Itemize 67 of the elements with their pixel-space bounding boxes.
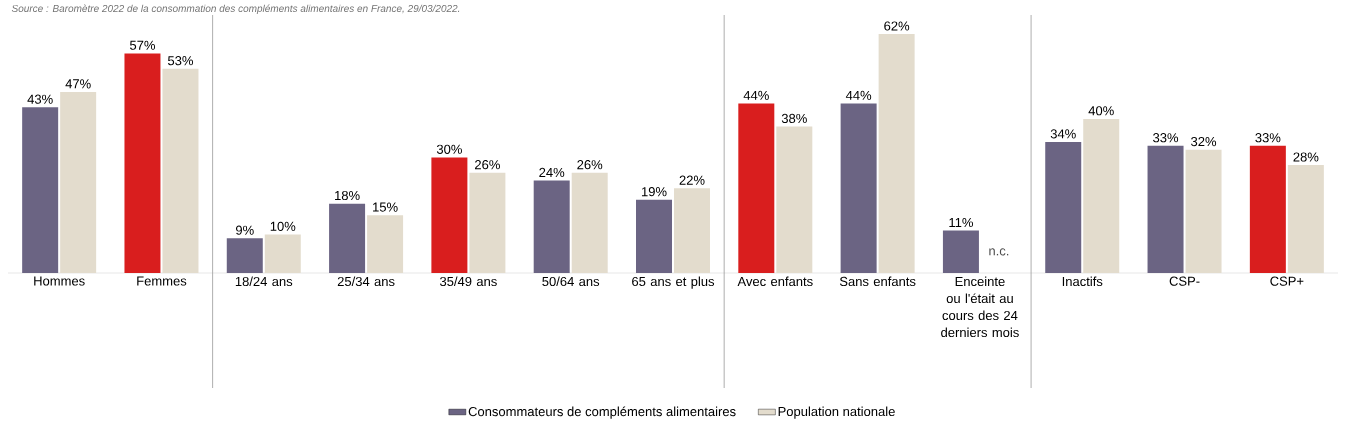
bar xyxy=(1083,118,1120,273)
x-tick-label: Inactifs xyxy=(1062,276,1103,287)
x-tick-label: Enceinte ou l'était au cours des 24 derniers mois xyxy=(941,276,1019,338)
x-tick-label: Avec enfants xyxy=(737,276,813,287)
data-label: 57% xyxy=(129,40,156,50)
bar xyxy=(469,172,506,273)
bar xyxy=(776,126,813,273)
data-label: 34% xyxy=(1050,129,1076,139)
data-label: 24% xyxy=(539,167,565,177)
x-tick-label: 18/24 ans xyxy=(235,276,293,287)
data-label: 15% xyxy=(373,202,398,212)
bar xyxy=(571,172,608,273)
bar xyxy=(942,230,979,273)
x-tick-label: Hommes xyxy=(34,276,85,286)
bar xyxy=(674,188,711,273)
bar xyxy=(1249,145,1286,273)
data-label: 33% xyxy=(1153,133,1179,143)
data-label: 11% xyxy=(949,217,973,228)
legend-label: Consommateurs de compléments alimentaires xyxy=(468,406,736,419)
text: n.c. xyxy=(989,248,1009,256)
bar xyxy=(60,91,97,273)
data-label: 43% xyxy=(27,94,53,104)
bar xyxy=(431,157,468,273)
data-label: 44% xyxy=(743,90,769,100)
x-tick-label: 35/49 ans xyxy=(439,276,497,287)
x-tick-label: CSP+ xyxy=(1270,276,1304,286)
x-tick-label: 50/64 ans xyxy=(542,276,600,287)
data-label: 22% xyxy=(679,175,705,185)
x-tick-label: 25/34 ans xyxy=(337,276,395,287)
bar xyxy=(636,199,673,273)
legend-label: Population nationale xyxy=(778,406,895,419)
data-label: 19% xyxy=(641,187,667,197)
data-label: 26% xyxy=(475,160,500,170)
data-label: 30% xyxy=(436,144,462,154)
bar xyxy=(264,234,301,273)
x-tick-label: 65 ans et plus xyxy=(632,276,715,289)
data-label: 32% xyxy=(1191,136,1217,147)
data-label: 28% xyxy=(1293,152,1319,162)
data-label: 18% xyxy=(335,190,360,201)
data-label: 10% xyxy=(270,221,296,231)
bar xyxy=(124,53,161,273)
bar xyxy=(329,203,366,273)
bar xyxy=(1147,145,1184,273)
data-label: 62% xyxy=(884,21,910,31)
bar xyxy=(1185,149,1222,273)
bar xyxy=(533,180,570,273)
data-label: 47% xyxy=(65,79,91,89)
bar xyxy=(1045,142,1082,273)
data-label: 53% xyxy=(167,56,194,66)
data-label: 26% xyxy=(577,160,603,170)
bar xyxy=(840,103,877,273)
bar xyxy=(878,34,915,273)
bar xyxy=(738,103,775,273)
bar xyxy=(367,215,404,273)
bar xyxy=(162,68,199,273)
data-label: 44% xyxy=(845,90,872,100)
data-label: 9% xyxy=(235,225,254,235)
x-tick-label: CSP- xyxy=(1169,276,1200,286)
bar xyxy=(1287,165,1324,273)
x-tick-label: Sans enfants xyxy=(839,276,916,287)
source-note: Source : Baromètre 2022 de la consommation des compléments alimentaires en France, 29/03/2022. xyxy=(11,4,460,14)
data-label: 33% xyxy=(1255,133,1281,143)
data-label: 40% xyxy=(1088,106,1114,116)
data-label: 38% xyxy=(781,113,807,124)
bar xyxy=(226,238,263,273)
x-tick-label: Femmes xyxy=(137,276,187,286)
bar xyxy=(22,107,59,273)
